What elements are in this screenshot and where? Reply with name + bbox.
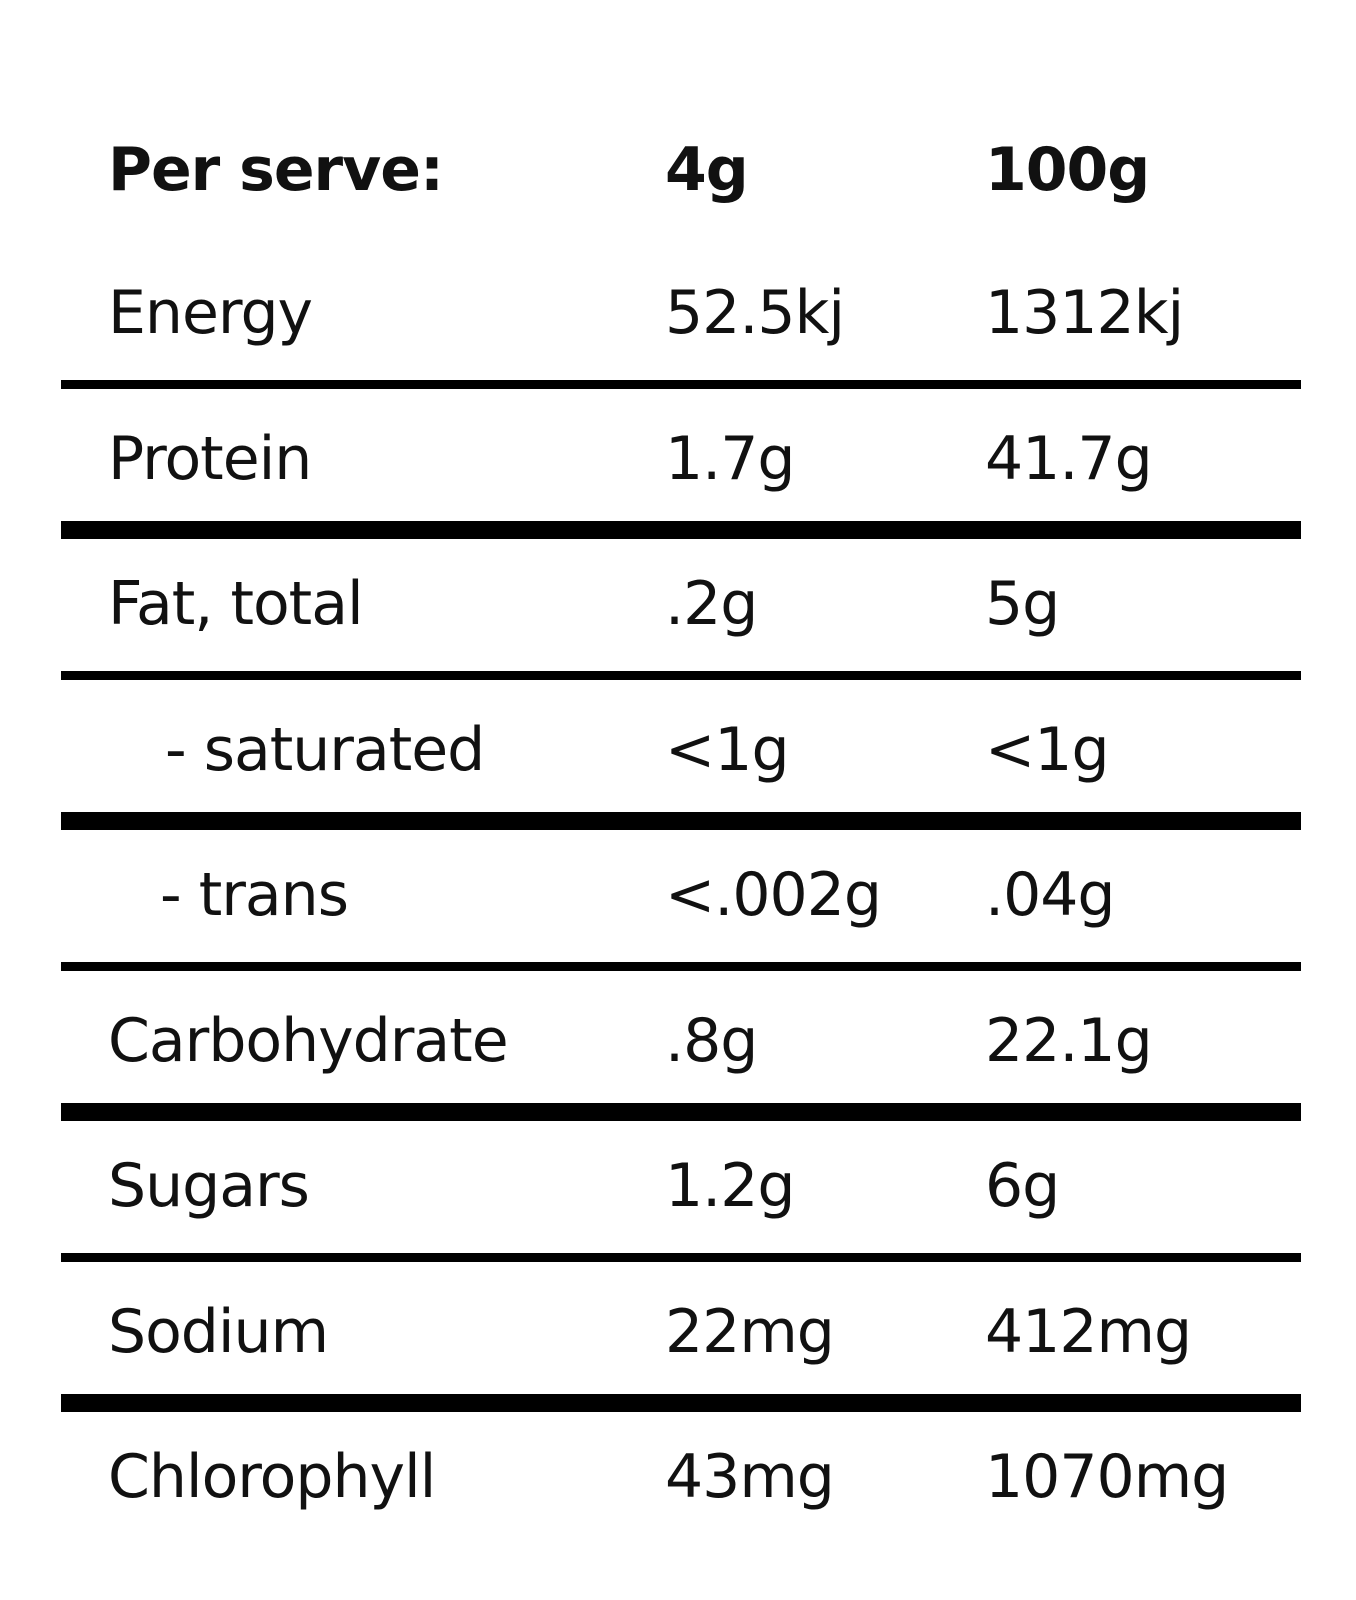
nutrient-value: 41.7g <box>985 423 1153 494</box>
nutrient-value: 412mg <box>985 1296 1192 1367</box>
header-cell: Per serve: <box>108 135 444 205</box>
row-divider <box>61 670 1301 680</box>
nutrient-value: 1312kj <box>985 278 1184 348</box>
header-cell: 4g <box>665 135 749 205</box>
nutrient-value: 1.2g <box>665 1151 796 1221</box>
row-divider <box>61 811 1301 830</box>
row-divider <box>61 1102 1301 1121</box>
nutrient-label: Carbohydrate <box>108 1005 509 1076</box>
nutrient-value: 52.5kj <box>665 278 845 348</box>
nutrient-value: .04g <box>985 860 1116 930</box>
nutrient-label: - trans <box>160 860 349 930</box>
row-divider <box>61 961 1301 971</box>
nutrient-value: 43mg <box>665 1442 835 1512</box>
nutrient-value: .2g <box>665 569 758 639</box>
row-divider <box>61 1393 1301 1412</box>
header-cell: 100g <box>985 135 1150 205</box>
nutrient-label: Fat, total <box>108 569 364 639</box>
nutrient-value: <.002g <box>665 860 882 930</box>
nutrient-value: 1070mg <box>985 1442 1229 1512</box>
nutrient-value: <1g <box>985 714 1110 785</box>
nutrient-label: Protein <box>108 423 312 494</box>
row-divider <box>61 379 1301 389</box>
nutrient-value: <1g <box>665 714 790 785</box>
nutrient-label: Sodium <box>108 1296 329 1367</box>
nutrient-label: Chlorophyll <box>108 1442 436 1512</box>
row-divider <box>61 520 1301 539</box>
nutrient-value: .8g <box>665 1005 758 1076</box>
nutrient-label: Sugars <box>108 1151 310 1221</box>
nutrient-value: 5g <box>985 569 1060 639</box>
nutrient-value: 6g <box>985 1151 1060 1221</box>
nutrient-value: 1.7g <box>665 423 796 494</box>
nutrient-label: Energy <box>108 278 313 348</box>
nutrient-label: - saturated <box>165 714 485 785</box>
nutrient-value: 22.1g <box>985 1005 1153 1076</box>
row-divider <box>61 1252 1301 1262</box>
nutrient-value: 22mg <box>665 1296 835 1367</box>
